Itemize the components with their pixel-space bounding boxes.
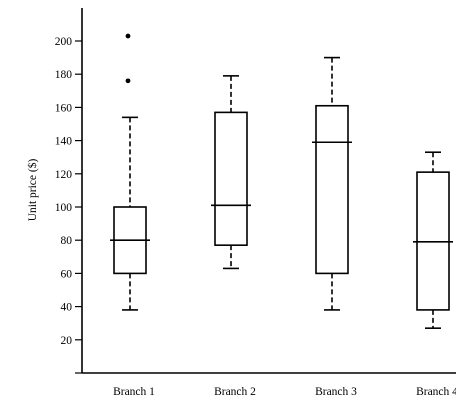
x-tick-label: Branch 1 bbox=[113, 386, 155, 398]
outlier-point bbox=[125, 78, 131, 84]
boxes-layer bbox=[110, 33, 453, 329]
y-axis-label: Unit price ($) bbox=[26, 159, 39, 222]
y-tick-label: 180 bbox=[55, 69, 73, 81]
outlier-point bbox=[125, 33, 131, 39]
box-group-1 bbox=[110, 33, 150, 311]
box-group-3 bbox=[312, 56, 352, 311]
x-tick-label: Branch 3 bbox=[315, 386, 357, 398]
y-tick-label: 140 bbox=[55, 136, 73, 148]
y-tick-label: 160 bbox=[55, 102, 73, 114]
box-group-2 bbox=[211, 75, 251, 270]
x-tick-labels: Branch 1 Branch 2 Branch 3 Branch 4 bbox=[113, 386, 456, 398]
y-tick-label: 20 bbox=[61, 335, 73, 347]
iqr-box bbox=[315, 104, 349, 275]
y-tick-label: 120 bbox=[55, 169, 73, 181]
box-group-4 bbox=[413, 151, 453, 329]
y-tick-label: 40 bbox=[61, 302, 73, 314]
iqr-box bbox=[416, 171, 450, 311]
y-tick-label: 60 bbox=[61, 268, 73, 280]
axes: 20 40 60 80 100 120 140 160 180 200 bbox=[55, 8, 456, 374]
y-tick-label: 80 bbox=[61, 235, 73, 247]
y-tick-label: 200 bbox=[55, 36, 73, 48]
x-tick-label: Branch 4 bbox=[416, 386, 456, 398]
y-tick-label: 100 bbox=[55, 202, 73, 214]
x-tick-label: Branch 2 bbox=[214, 386, 256, 398]
iqr-box bbox=[214, 111, 248, 246]
